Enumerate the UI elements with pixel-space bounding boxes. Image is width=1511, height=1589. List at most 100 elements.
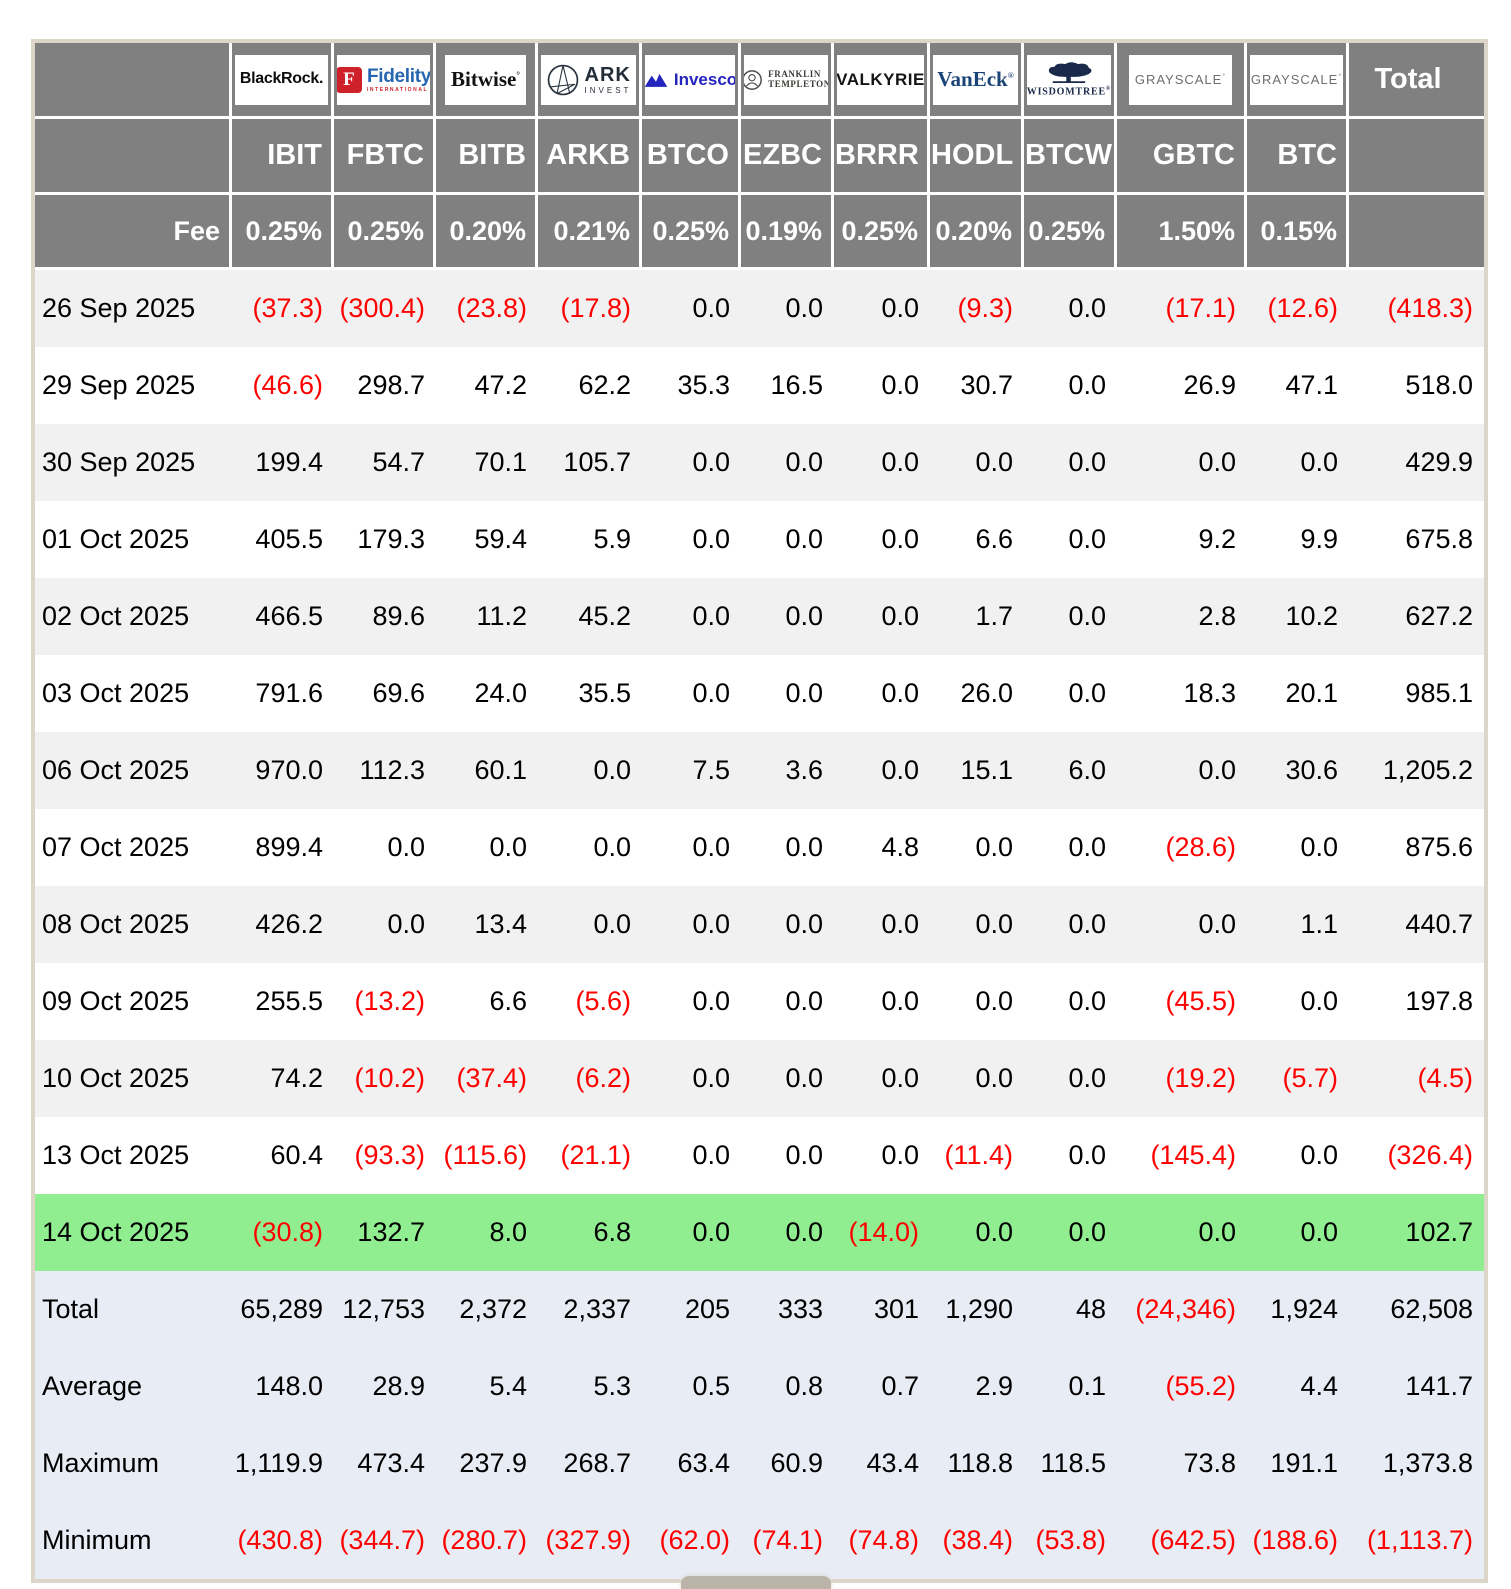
summary-brrr: 301 — [834, 1271, 930, 1348]
gbtc-issuer-logo: GRAYSCALE° — [1128, 54, 1233, 105]
empty-cell — [1349, 195, 1484, 270]
summary-btcw: 118.5 — [1024, 1425, 1117, 1502]
flow-row-09-oct-2025: 09 Oct 2025 255.5 (13.2) 6.6 (5.6) 0.0 0.0 0.0 0… — [35, 963, 1484, 1040]
value-brrr: 0.0 — [834, 963, 930, 1040]
value-ibit: 899.4 — [232, 809, 334, 886]
value-ezbc: 0.0 — [741, 1040, 834, 1117]
row-total: (4.5) — [1349, 1040, 1484, 1117]
value-bitb: (23.8) — [436, 270, 538, 347]
summary-arkb: 268.7 — [538, 1425, 642, 1502]
value-ezbc: 0.0 — [741, 501, 834, 578]
etf-flow-table-container: BlackRock. F Fidelity INTERNATIONAL Bitwise°… — [31, 39, 1488, 1583]
value-brrr: 0.0 — [834, 501, 930, 578]
summary-fbtc: 473.4 — [334, 1425, 436, 1502]
flow-row-06-oct-2025: 06 Oct 2025 970.0 112.3 60.1 0.0 7.5 3.6 0.0 15.… — [35, 732, 1484, 809]
value-ibit: 970.0 — [232, 732, 334, 809]
value-ibit: 199.4 — [232, 424, 334, 501]
fee-hodl: 0.20% — [930, 195, 1024, 270]
summary-label: Maximum — [35, 1425, 232, 1502]
summary-brrr: 0.7 — [834, 1348, 930, 1425]
value-ibit: 466.5 — [232, 578, 334, 655]
value-arkb: 35.5 — [538, 655, 642, 732]
summary-ibit: 148.0 — [232, 1348, 334, 1425]
value-brrr: 0.0 — [834, 578, 930, 655]
flow-row-10-oct-2025: 10 Oct 2025 74.2 (10.2) (37.4) (6.2) 0.0 0.0 0.… — [35, 1040, 1484, 1117]
value-gbtc: 0.0 — [1117, 1194, 1247, 1271]
summary-total: 1,373.8 — [1349, 1425, 1484, 1502]
btco-issuer-logo: Invesco — [644, 54, 736, 105]
summary-btcw: 0.1 — [1024, 1348, 1117, 1425]
value-btcw: 0.0 — [1024, 1040, 1117, 1117]
value-gbtc: 9.2 — [1117, 501, 1247, 578]
logo-cell-btc: GRAYSCALE° — [1247, 43, 1349, 119]
value-btco: 0.0 — [642, 963, 741, 1040]
fee-arkb: 0.21% — [538, 195, 642, 270]
fbtc-issuer-logo: F Fidelity INTERNATIONAL — [336, 54, 431, 105]
value-btco: 0.0 — [642, 809, 741, 886]
value-ibit: 74.2 — [232, 1040, 334, 1117]
value-gbtc: 0.0 — [1117, 732, 1247, 809]
value-fbtc: 132.7 — [334, 1194, 436, 1271]
summary-btco: 0.5 — [642, 1348, 741, 1425]
ticker-ezbc: EZBC — [741, 119, 834, 195]
table-header: BlackRock. F Fidelity INTERNATIONAL Bitwise°… — [35, 43, 1484, 270]
value-btcw: 0.0 — [1024, 1194, 1117, 1271]
fee-bitb: 0.20% — [436, 195, 538, 270]
row-total: 627.2 — [1349, 578, 1484, 655]
value-btco: 35.3 — [642, 347, 741, 424]
fee-brrr: 0.25% — [834, 195, 930, 270]
value-btc: 0.0 — [1247, 963, 1349, 1040]
fee-btco: 0.25% — [642, 195, 741, 270]
value-arkb: 0.0 — [538, 809, 642, 886]
value-btcw: 0.0 — [1024, 1117, 1117, 1194]
ticker-hodl: HODL — [930, 119, 1024, 195]
templeton-logo-text: TEMPLETON — [768, 78, 829, 89]
date-cell: 06 Oct 2025 — [35, 732, 232, 809]
value-fbtc: (300.4) — [334, 270, 436, 347]
value-ezbc: 0.0 — [741, 963, 834, 1040]
flow-row-01-oct-2025: 01 Oct 2025 405.5 179.3 59.4 5.9 0.0 0.0 0.0 6.6… — [35, 501, 1484, 578]
ibit-issuer-logo: BlackRock. — [234, 54, 329, 105]
value-btcw: 0.0 — [1024, 270, 1117, 347]
value-fbtc: 0.0 — [334, 809, 436, 886]
value-btcw: 0.0 — [1024, 578, 1117, 655]
value-btcw: 0.0 — [1024, 963, 1117, 1040]
summary-label: Average — [35, 1348, 232, 1425]
grayscale-logo-text: GRAYSCALE° — [1134, 71, 1227, 87]
value-fbtc: 112.3 — [334, 732, 436, 809]
value-gbtc: 18.3 — [1117, 655, 1247, 732]
summary-fbtc: 28.9 — [334, 1348, 436, 1425]
value-btc: (12.6) — [1247, 270, 1349, 347]
summary-row-average: Average 148.0 28.9 5.4 5.3 0.5 0.8 0.7 2.9 0.1 (55… — [35, 1348, 1484, 1425]
value-arkb: 0.0 — [538, 732, 642, 809]
value-hodl: 26.0 — [930, 655, 1024, 732]
value-btcw: 0.0 — [1024, 501, 1117, 578]
date-cell: 10 Oct 2025 — [35, 1040, 232, 1117]
value-arkb: (6.2) — [538, 1040, 642, 1117]
date-cell: 13 Oct 2025 — [35, 1117, 232, 1194]
summary-label: Total — [35, 1271, 232, 1348]
value-brrr: 0.0 — [834, 886, 930, 963]
summary-bitb: 2,372 — [436, 1271, 538, 1348]
value-ibit: 426.2 — [232, 886, 334, 963]
value-btco: 0.0 — [642, 1117, 741, 1194]
collapsed-bottom-button[interactable] — [680, 1576, 831, 1589]
flow-row-14-oct-2025: 14 Oct 2025 (30.8) 132.7 8.0 6.8 0.0 0.0 (14.0)… — [35, 1194, 1484, 1271]
row-total: 102.7 — [1349, 1194, 1484, 1271]
value-btc: 1.1 — [1247, 886, 1349, 963]
value-fbtc: 0.0 — [334, 886, 436, 963]
value-gbtc: 26.9 — [1117, 347, 1247, 424]
value-arkb: 62.2 — [538, 347, 642, 424]
value-hodl: 0.0 — [930, 886, 1024, 963]
value-btc: 10.2 — [1247, 578, 1349, 655]
summary-ezbc: 0.8 — [741, 1348, 834, 1425]
table-summary: Total 65,289 12,753 2,372 2,337 205 333 301 1,29… — [35, 1271, 1484, 1579]
summary-ibit: (430.8) — [232, 1502, 334, 1579]
value-hodl: 0.0 — [930, 809, 1024, 886]
summary-ibit: 1,119.9 — [232, 1425, 334, 1502]
row-total: 197.8 — [1349, 963, 1484, 1040]
value-bitb: 13.4 — [436, 886, 538, 963]
value-btcw: 0.0 — [1024, 655, 1117, 732]
value-btco: 7.5 — [642, 732, 741, 809]
value-ezbc: 0.0 — [741, 1117, 834, 1194]
